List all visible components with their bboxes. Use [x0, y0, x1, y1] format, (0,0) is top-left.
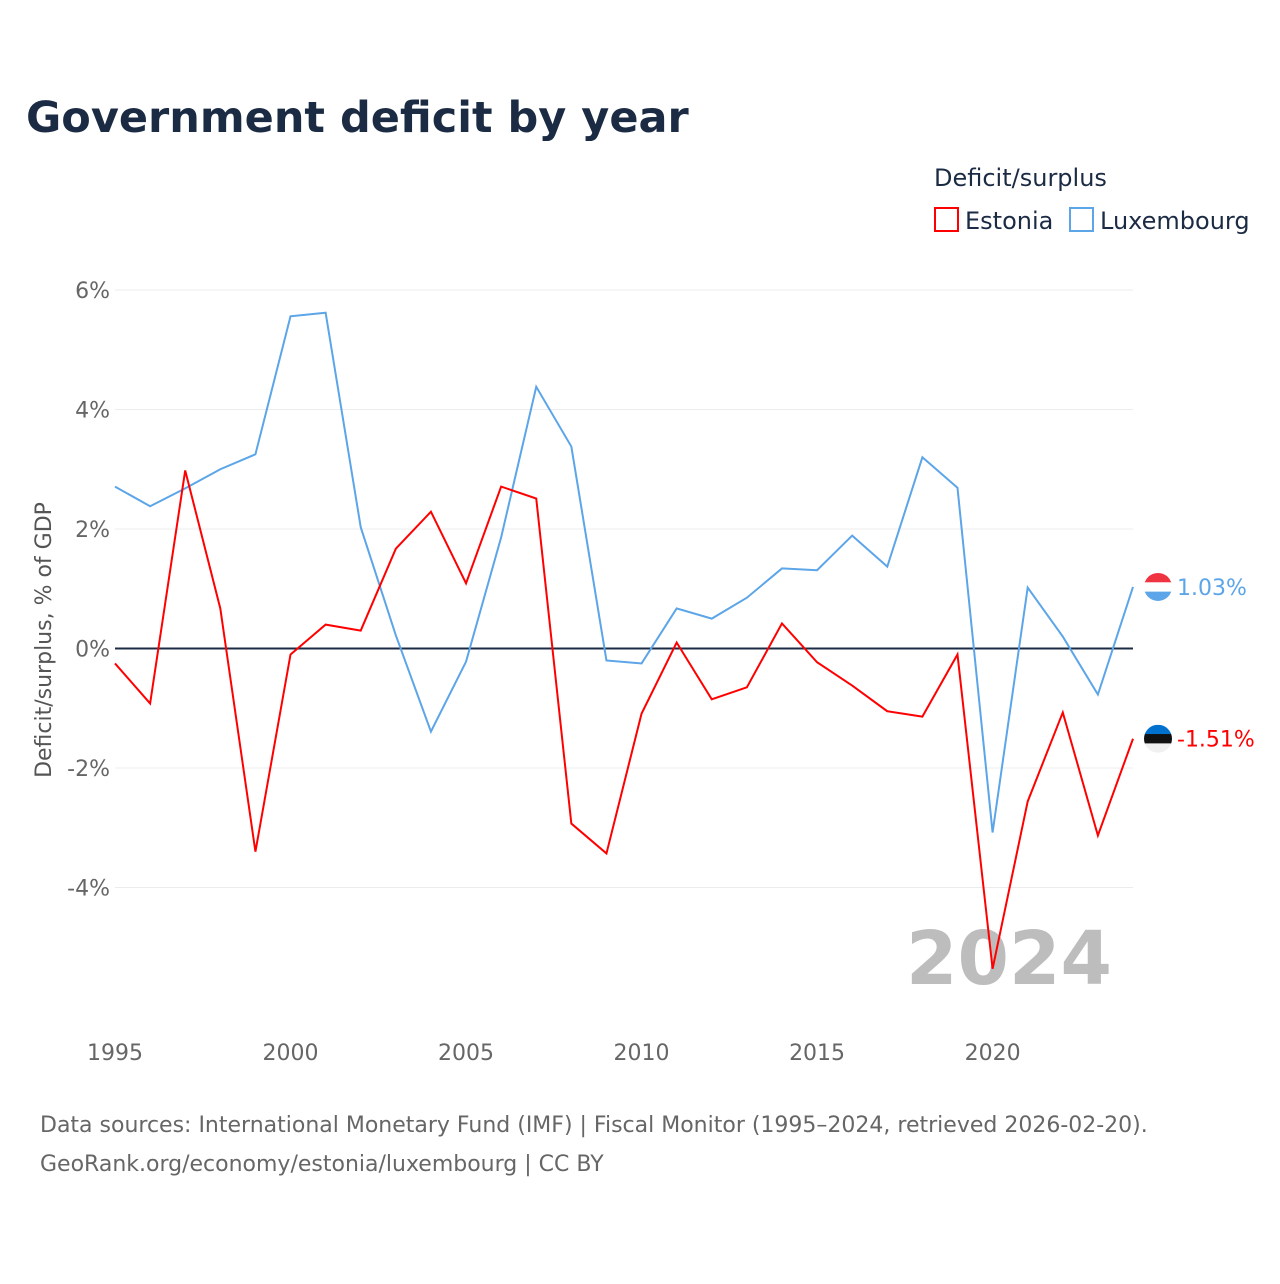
x-tick-label: 2015 [789, 1041, 845, 1066]
series-lines [114, 311, 1134, 969]
x-tick-label: 2020 [965, 1041, 1021, 1066]
y-tick-label: 6% [75, 279, 110, 304]
chart-title: Government deficit by year [26, 93, 690, 143]
x-tick-label: 2005 [438, 1041, 494, 1066]
y-tick-label: 4% [75, 399, 110, 424]
watermark-year: 2024 [906, 916, 1112, 1002]
grid: -4% -2% 0% 2% 4% 6% 1995 2000 2005 2010 2015 2020 [67, 279, 1133, 1066]
legend-swatch [934, 207, 959, 232]
footer-link[interactable]: GeoRank.org/economy/estonia/luxembourg |… [40, 1152, 604, 1177]
legend-label[interactable]: Estonia [965, 207, 1053, 235]
end-value-label: 1.03% [1177, 576, 1247, 601]
y-tick-label: -4% [67, 877, 110, 902]
series-line-luxembourg [114, 311, 1134, 833]
legend-label[interactable]: Luxembourg [1100, 207, 1250, 235]
legend: Estonia Luxembourg [934, 207, 1250, 235]
x-tick-label: 1995 [87, 1041, 143, 1066]
end-value-label: -1.51% [1177, 728, 1255, 753]
y-tick-label: 0% [75, 638, 110, 663]
series-line-estonia [114, 470, 1134, 969]
flag-luxembourg-icon [1144, 572, 1172, 601]
x-tick-label: 2000 [263, 1041, 319, 1066]
flag-estonia-icon [1144, 724, 1172, 753]
y-tick-label: 2% [75, 518, 110, 543]
footer-sources: Data sources: International Monetary Fun… [40, 1113, 1148, 1138]
y-axis-label: Deficit/surplus, % of GDP [32, 502, 57, 778]
legend-title: Deficit/surplus [934, 164, 1107, 192]
end-labels: -1.51% 1.03% [1144, 572, 1255, 753]
x-tick-label: 2010 [614, 1041, 670, 1066]
legend-swatch [1069, 207, 1094, 232]
y-tick-label: -2% [67, 757, 110, 782]
